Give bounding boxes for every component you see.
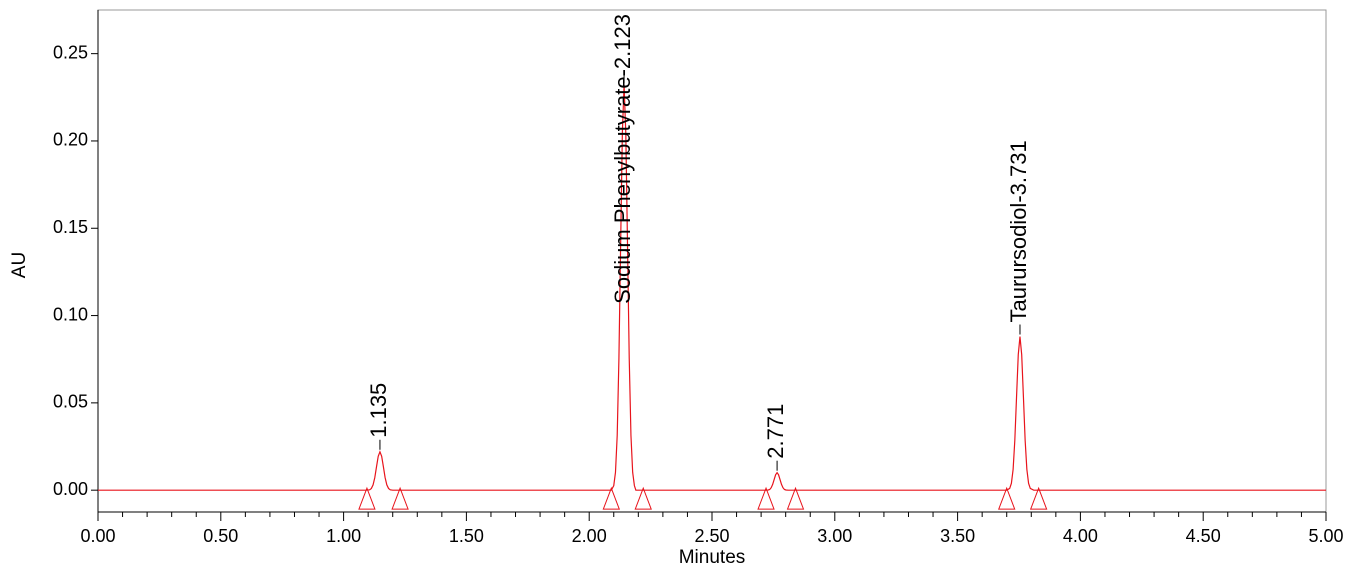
x-tick-label: 4.00 <box>1063 526 1098 546</box>
y-tick-label: 0.15 <box>53 217 88 237</box>
x-tick-label: 0.00 <box>80 526 115 546</box>
peak-label: Taurursodiol-3.731 <box>1006 140 1031 322</box>
x-tick-label: 1.00 <box>326 526 361 546</box>
trace <box>98 85 1326 491</box>
integration-marker <box>786 486 805 510</box>
plot-frame <box>97 9 1327 513</box>
y-tick-label: 0.00 <box>53 479 88 499</box>
x-tick-label: 2.50 <box>694 526 729 546</box>
integration-marker <box>602 486 621 510</box>
x-tick-label: 3.00 <box>817 526 852 546</box>
integration-marker <box>358 486 376 510</box>
peak-label: 1.135 <box>366 383 391 438</box>
peak-label: Sodium Phenylbutyrate-2.123 <box>610 14 635 304</box>
integration-marker <box>391 486 409 510</box>
y-tick-label: 0.20 <box>53 130 88 150</box>
x-tick-label: 2.00 <box>572 526 607 546</box>
x-axis-label: Minutes <box>679 547 746 568</box>
y-axis-label: AU <box>9 252 30 278</box>
integration-marker <box>1029 486 1048 510</box>
integration-marker <box>757 486 775 510</box>
x-tick-label: 1.50 <box>449 526 484 546</box>
y-tick-label: 0.05 <box>53 392 88 412</box>
x-tick-label: 0.50 <box>203 526 238 546</box>
y-tick-label: 0.25 <box>53 42 88 62</box>
integration-marker <box>634 486 652 510</box>
x-tick-label: 5.00 <box>1308 526 1343 546</box>
integration-marker <box>997 486 1016 510</box>
peak-label: 2.771 <box>763 404 788 459</box>
x-tick-label: 3.50 <box>940 526 975 546</box>
x-tick-label: 4.50 <box>1186 526 1221 546</box>
y-tick-label: 0.10 <box>53 304 88 324</box>
